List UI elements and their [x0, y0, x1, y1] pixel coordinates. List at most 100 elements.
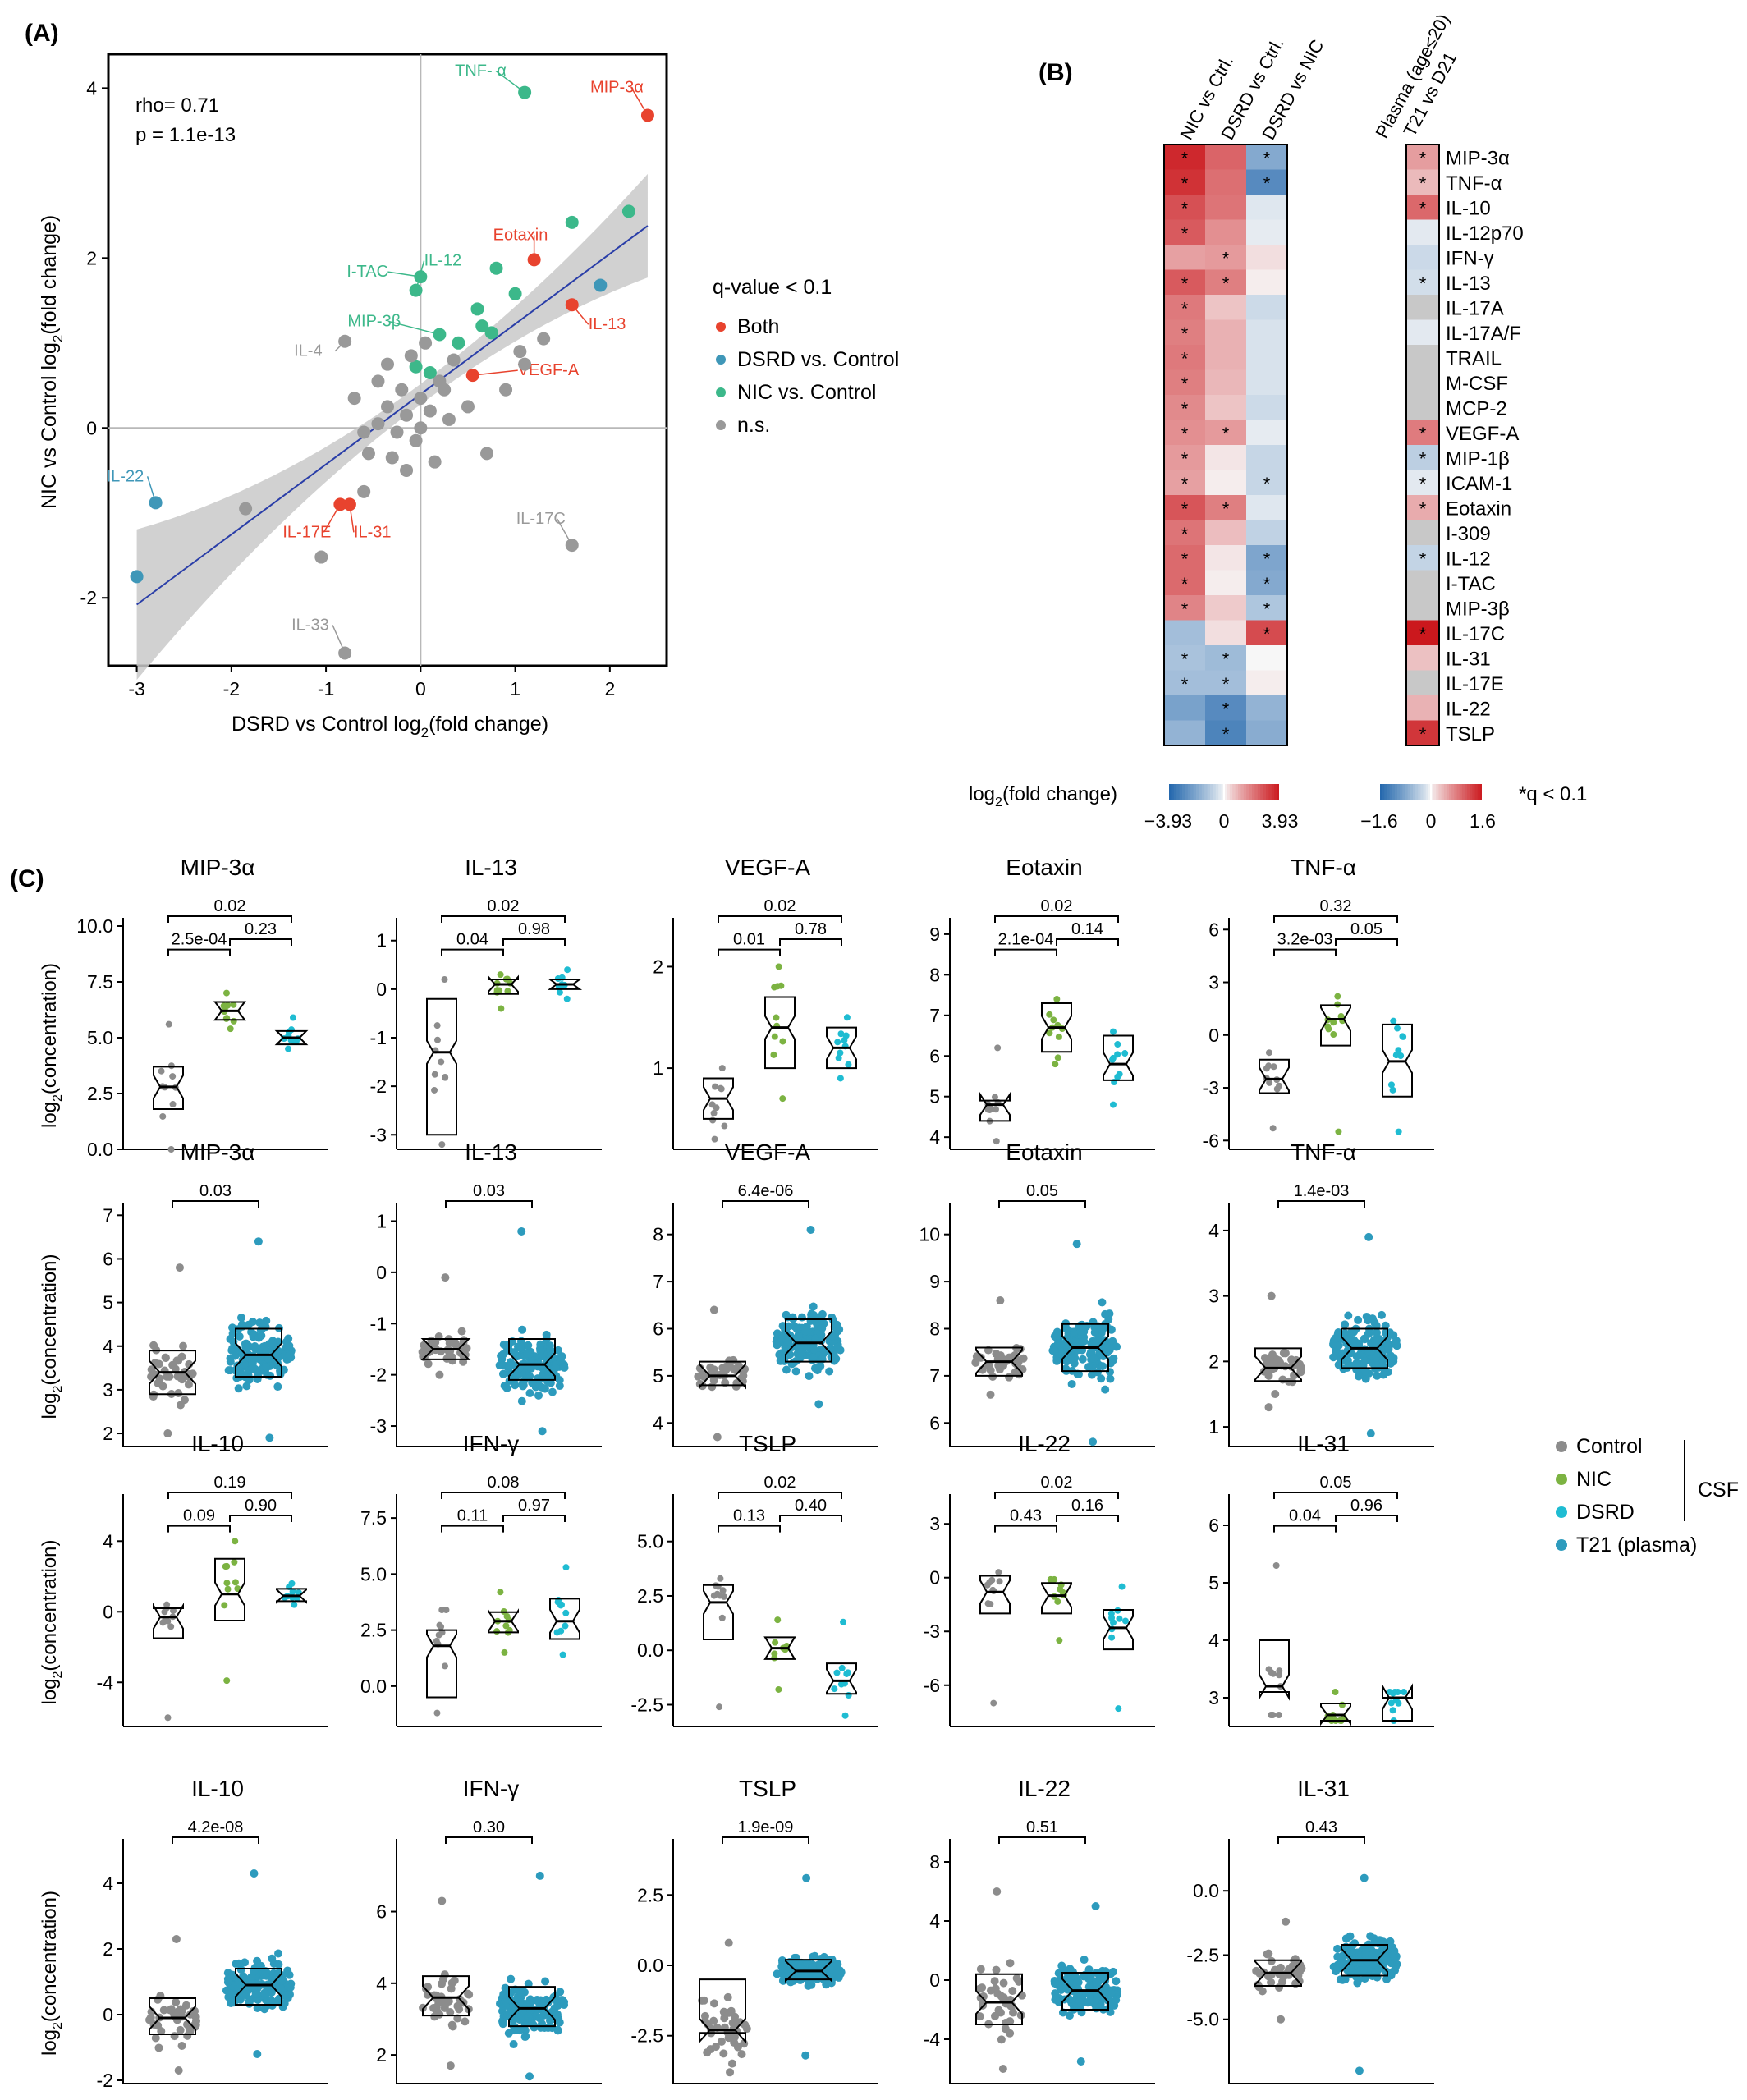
colorbar-left-segment — [1204, 784, 1208, 800]
data-point — [1361, 1950, 1370, 1959]
data-point — [536, 1340, 545, 1349]
data-point — [284, 1334, 293, 1343]
data-point — [1365, 1943, 1374, 1952]
y-tick-label: -3 — [370, 1124, 387, 1145]
data-point — [1346, 1964, 1355, 1973]
heatmap-cell — [1246, 645, 1287, 671]
scatter-point — [400, 408, 414, 422]
y-tick-label: 4 — [103, 1873, 113, 1894]
data-point — [231, 1558, 238, 1566]
data-point — [1054, 1598, 1061, 1605]
y-tick-label: 8 — [929, 1851, 940, 1873]
heatmap-cell — [1205, 169, 1246, 195]
data-point — [1387, 1081, 1395, 1089]
y-tick-label: 1 — [376, 1210, 387, 1231]
scatter-point — [409, 283, 423, 297]
data-point — [560, 1997, 569, 2006]
y-tick-label: -3 — [1203, 1077, 1219, 1098]
data-point — [175, 1263, 184, 1272]
data-point — [1093, 1368, 1102, 1377]
data-point — [188, 1369, 197, 1378]
colorbar-right-segment — [1472, 784, 1476, 800]
p-value-bracket — [502, 1515, 566, 1522]
data-point — [1330, 1031, 1337, 1039]
heatmap-cell — [1164, 570, 1205, 595]
data-point — [554, 1598, 562, 1606]
data-point — [1101, 1385, 1110, 1394]
point-label: MIP-3α — [590, 79, 644, 97]
data-point — [1005, 1373, 1014, 1382]
colorbar-right-segment — [1418, 784, 1421, 800]
legend-item: DSRD — [1576, 1501, 1635, 1524]
notched-box — [1041, 1002, 1072, 1053]
data-point — [447, 1978, 456, 1988]
data-point — [159, 1619, 167, 1626]
y-tick-label: 6 — [376, 1901, 387, 1923]
notched-box — [826, 1026, 857, 1070]
data-point — [253, 2050, 262, 2058]
boxplot-title: IFN-γ — [463, 1431, 519, 1456]
data-point — [1046, 1011, 1053, 1018]
x-tick-label: 1 — [510, 678, 520, 699]
colorbar-right-segment — [1423, 784, 1427, 800]
data-point — [545, 1341, 554, 1350]
colorbar-left-segment — [1246, 784, 1250, 800]
p-value-bracket — [441, 1492, 566, 1499]
data-point — [975, 2012, 984, 2021]
scatter-point — [537, 332, 551, 346]
data-point — [291, 1601, 298, 1608]
notched-box — [235, 1968, 282, 2006]
confidence-band — [136, 173, 648, 681]
data-point — [267, 1996, 276, 2005]
significance-star: * — [1419, 148, 1427, 168]
panel-a-xlabel: DSRD vs Control log2(fold change) — [232, 713, 548, 741]
panel-a-frame — [107, 53, 668, 667]
data-point — [710, 1999, 719, 2008]
data-point — [1334, 993, 1341, 1000]
p-value-label: 0.02 — [488, 897, 520, 915]
scatter-point — [361, 447, 375, 461]
y-tick-label: 3 — [103, 1379, 113, 1401]
data-point — [774, 1616, 782, 1624]
boxplot-title: TNF-α — [1291, 1139, 1356, 1165]
y-tick-label: 0.0 — [637, 1639, 663, 1661]
heatmap-row-label: IFN-γ — [1446, 247, 1494, 269]
p-value-label: 0.09 — [183, 1507, 215, 1525]
data-point — [791, 1953, 800, 1962]
data-point — [1114, 1041, 1121, 1048]
data-point — [719, 1587, 727, 1594]
data-point — [770, 1051, 777, 1058]
colorbar-right-segment — [1459, 784, 1463, 800]
colorbar-right-segment — [1467, 784, 1470, 800]
y-tick-label: 6 — [929, 1045, 940, 1066]
data-point — [1006, 1959, 1015, 1968]
colorbar-right-segment — [1425, 784, 1429, 800]
data-point — [1352, 1352, 1361, 1361]
data-point — [277, 1976, 286, 1985]
significance-star: * — [1419, 198, 1427, 218]
data-point — [1355, 2066, 1364, 2075]
data-point — [726, 2068, 735, 2077]
data-point — [834, 1973, 843, 1982]
colorbar-left-segment — [1173, 784, 1177, 800]
data-point — [525, 1389, 534, 1398]
plasma-cell — [1406, 595, 1439, 621]
panel-a-ylabel: NIC vs Control log2(fold change) — [38, 215, 66, 509]
significance-star: * — [1263, 148, 1271, 168]
data-point — [441, 1662, 448, 1670]
data-point — [1291, 1955, 1300, 1964]
boxplot-panel: TNF-α -6 -3 0 3 6 3.2e-03 0.05 0.32 — [1203, 855, 1434, 1151]
boxplot-panel: IL-22 -6 -3 0 3 0.43 0.16 0.02 — [924, 1431, 1155, 1727]
data-point — [1098, 1362, 1107, 1371]
notched-box — [785, 1318, 832, 1363]
p-value-bracket — [998, 1836, 1086, 1844]
significance-star: * — [1181, 474, 1189, 494]
colorbar-right-segment — [1449, 784, 1452, 800]
y-tick-label: 4 — [103, 1336, 113, 1357]
data-point — [445, 1350, 454, 1359]
p-value-label: 0.40 — [795, 1497, 827, 1515]
data-point — [1065, 2011, 1074, 2020]
data-point — [236, 1314, 245, 1323]
heatmap-row-label: IL-17A — [1446, 297, 1504, 319]
p-value-bracket — [1273, 948, 1337, 956]
